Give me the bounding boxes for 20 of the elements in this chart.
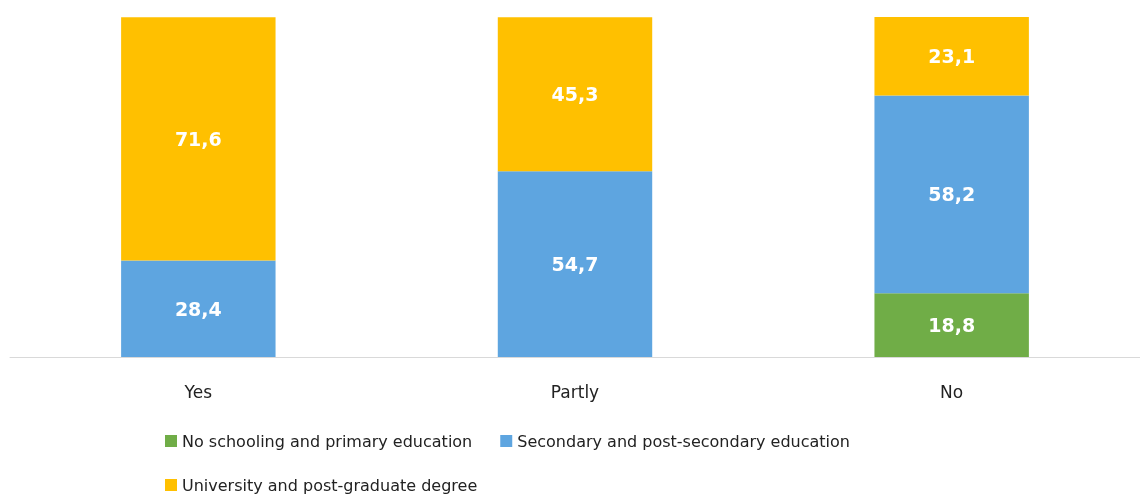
legend-label: University and post-graduate degree	[182, 475, 478, 495]
x-tick-label: No	[940, 381, 964, 402]
data-label: 54,7	[551, 253, 599, 276]
data-label: 18,8	[928, 314, 976, 337]
bar	[121, 17, 276, 261]
data-label: 28,4	[174, 297, 222, 320]
legend-label: No schooling and primary education	[182, 431, 473, 451]
bar	[497, 17, 653, 172]
data-label: 45,3	[551, 83, 599, 106]
bar	[497, 171, 653, 357]
data-label: 23,1	[928, 45, 976, 68]
x-tick-label: Partly	[550, 381, 600, 402]
bar	[874, 17, 1029, 96]
data-label: 58,2	[928, 183, 976, 206]
legend-label: Secondary and post-secondary education	[517, 431, 850, 451]
x-tick-label: Yes	[183, 381, 213, 402]
bar	[121, 260, 276, 357]
data-label: 71,6	[174, 127, 222, 150]
bar	[874, 293, 1029, 357]
bar	[874, 95, 1029, 294]
